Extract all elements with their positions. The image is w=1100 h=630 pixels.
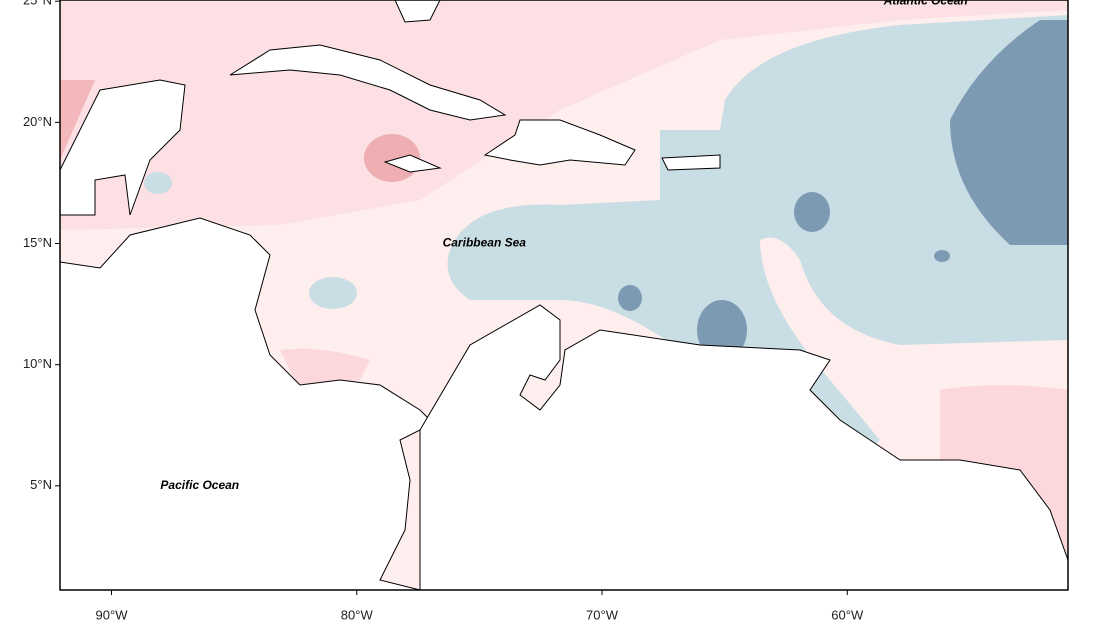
ocean-label: Atlantic Ocean [883, 0, 968, 7]
land [419, 304, 1068, 590]
land [60, 79, 186, 216]
land [661, 154, 721, 171]
map-frame [59, 0, 1069, 591]
lon-tick-label: 70°W [586, 607, 619, 622]
lat-tick-label: 15°N [23, 235, 52, 250]
lat-tick-label: 20°N [23, 114, 52, 129]
land [394, 0, 441, 23]
land [383, 154, 442, 173]
land [60, 217, 431, 590]
land [483, 119, 636, 166]
lat-tick-label: 25°N [23, 0, 52, 8]
lat-tick-label: 5°N [30, 477, 52, 492]
ocean-label: Caribbean Sea [443, 236, 527, 250]
lon-tick-label: 60°W [831, 607, 864, 622]
lon-tick-label: 80°W [341, 607, 374, 622]
lon-tick-label: 90°W [96, 607, 129, 622]
ocean-label: Pacific Ocean [160, 478, 239, 492]
land [229, 44, 507, 121]
lat-tick-label: 10°N [23, 356, 52, 371]
map-field [60, 0, 1068, 590]
